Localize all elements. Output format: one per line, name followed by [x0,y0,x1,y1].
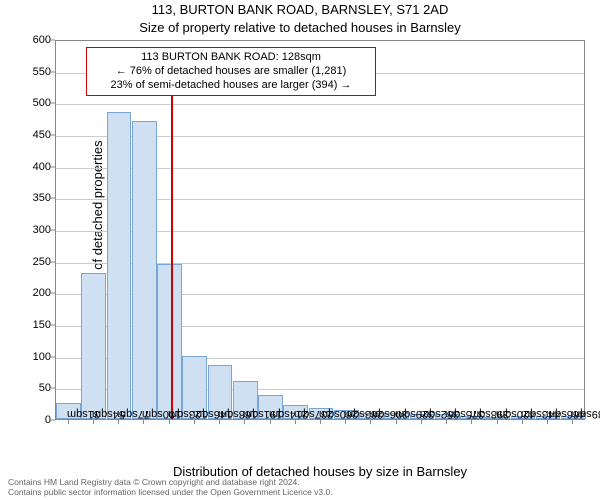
y-tick [51,40,55,41]
annotation-line: 23% of semi-detached houses are larger (… [93,79,369,93]
y-tick [51,261,55,262]
x-tick [345,420,346,424]
gridline [56,104,584,105]
x-tick [169,420,170,424]
plot-area: 113 BURTON BANK ROAD: 128sqm← 76% of det… [55,40,585,420]
y-tick-label: 350 [33,192,51,204]
y-tick [51,325,55,326]
y-tick [51,71,55,72]
x-tick [68,420,69,424]
x-tick [143,420,144,424]
y-tick-label: 600 [33,34,51,46]
y-tick [51,293,55,294]
x-tick [295,420,296,424]
annotation-box: 113 BURTON BANK ROAD: 128sqm← 76% of det… [86,47,376,96]
y-tick-label: 300 [33,224,51,236]
chart-title-line2: Size of property relative to detached ho… [0,20,600,35]
y-tick-label: 450 [33,129,51,141]
y-tick [51,103,55,104]
x-tick [93,420,94,424]
y-tick-label: 400 [33,161,51,173]
y-tick-label: 250 [33,256,51,268]
y-tick [51,356,55,357]
y-tick [51,388,55,389]
x-tick [471,420,472,424]
x-tick [244,420,245,424]
chart-container: 113, BURTON BANK ROAD, BARNSLEY, S71 2AD… [0,0,600,500]
x-tick [194,420,195,424]
x-tick [270,420,271,424]
x-tick [118,420,119,424]
x-tick [572,420,573,424]
y-tick [51,135,55,136]
x-tick [219,420,220,424]
annotation-line: ← 76% of detached houses are smaller (1,… [93,65,369,79]
annotation-line: 113 BURTON BANK ROAD: 128sqm [93,51,369,65]
histogram-bar [157,264,182,419]
y-tick-label: 50 [39,382,51,394]
y-tick [51,230,55,231]
x-tick [547,420,548,424]
reference-line [171,75,173,419]
x-tick [421,420,422,424]
x-tick [370,420,371,424]
y-tick-label: 100 [33,351,51,363]
y-tick-label: 0 [45,414,51,426]
footer-attribution: Contains HM Land Registry data © Crown c… [8,478,333,498]
y-tick-label: 500 [33,97,51,109]
y-tick [51,420,55,421]
y-tick-label: 150 [33,319,51,331]
histogram-bar [81,273,106,419]
histogram-bar [132,121,157,419]
x-tick [446,420,447,424]
histogram-bar [107,112,132,419]
y-tick [51,198,55,199]
footer-line2: Contains public sector information licen… [8,488,333,498]
x-tick [320,420,321,424]
x-tick [396,420,397,424]
plot-inner: 113 BURTON BANK ROAD: 128sqm← 76% of det… [56,41,584,419]
x-tick [497,420,498,424]
y-tick-label: 200 [33,287,51,299]
y-tick-label: 550 [33,66,51,78]
y-tick [51,166,55,167]
chart-title-line1: 113, BURTON BANK ROAD, BARNSLEY, S71 2AD [0,2,600,17]
x-tick [522,420,523,424]
